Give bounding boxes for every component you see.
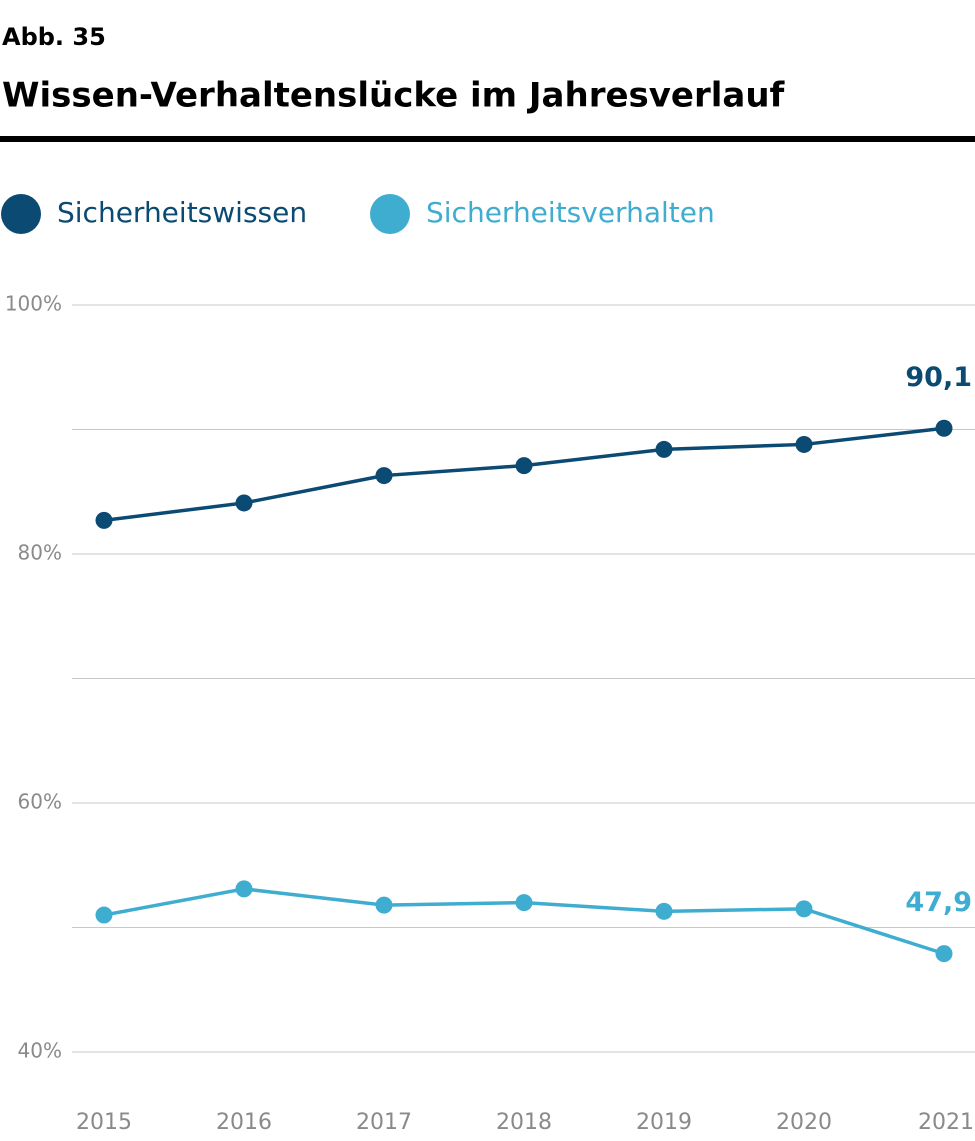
- data-point: [235, 880, 253, 898]
- data-point: [375, 467, 393, 485]
- legend-label: Sicherheitsverhalten: [426, 196, 715, 229]
- data-point: [935, 945, 953, 963]
- data-point: [515, 894, 533, 912]
- data-point: [655, 902, 673, 920]
- y-tick-label: 60%: [18, 790, 62, 814]
- data-point: [795, 900, 813, 918]
- x-tick-label: 2016: [216, 1110, 272, 1135]
- data-point: [235, 494, 253, 512]
- data-point: [795, 435, 813, 453]
- x-tick-label: 2017: [356, 1110, 412, 1135]
- x-tick-label: 2015: [76, 1110, 132, 1135]
- x-tick-label: 2018: [496, 1110, 552, 1135]
- data-point: [515, 457, 533, 475]
- data-point: [95, 511, 113, 529]
- legend-label: Sicherheitswissen: [57, 196, 307, 229]
- x-tick-label: 2020: [776, 1110, 832, 1135]
- title-rule: [0, 136, 975, 142]
- y-tick-label: 80%: [18, 541, 62, 565]
- y-tick-label: 100%: [5, 292, 62, 316]
- legend-marker: [1, 194, 41, 234]
- data-point: [95, 906, 113, 924]
- figure-label: Abb. 35: [2, 23, 106, 51]
- series-line: [103, 426, 945, 523]
- legend-marker: [370, 194, 410, 234]
- x-tick-label: 2019: [636, 1110, 692, 1135]
- data-point: [935, 419, 953, 437]
- value-label: 90,1: [905, 362, 972, 393]
- value-label: 47,9: [905, 887, 972, 918]
- data-point: [375, 896, 393, 914]
- y-tick-label: 40%: [18, 1039, 62, 1063]
- data-point: [655, 440, 673, 458]
- chart-title: Wissen-Verhaltenslücke im Jahresverlauf: [2, 76, 786, 116]
- x-tick-label: 2021: [918, 1110, 974, 1135]
